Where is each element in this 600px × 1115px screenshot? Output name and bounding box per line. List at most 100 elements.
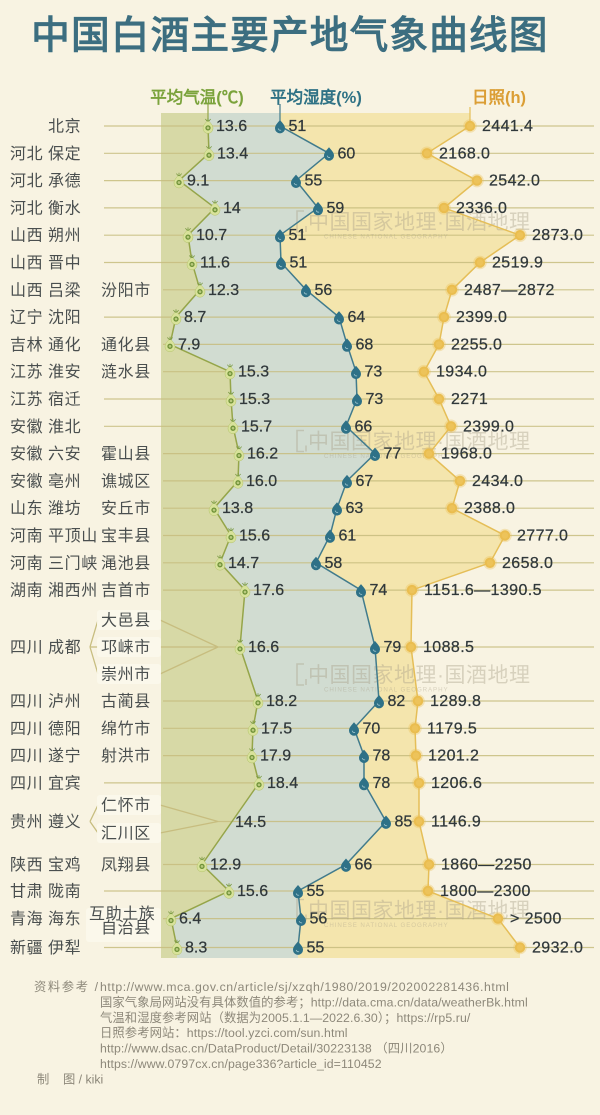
svg-text:74: 74 [370,582,388,599]
svg-text:58: 58 [325,555,343,572]
svg-text:辽宁: 辽宁 [10,309,43,327]
svg-text:15.6: 15.6 [239,528,270,545]
svg-text:通化: 通化 [48,336,81,354]
svg-text:15.3: 15.3 [238,364,269,381]
svg-text:四川: 四川 [10,640,43,657]
svg-text:18.4: 18.4 [267,775,298,792]
svg-text:1800—2300: 1800—2300 [440,883,531,900]
svg-text:1206.6: 1206.6 [431,775,482,792]
svg-text:https://www.0797cx.cn/page336?: https://www.0797cx.cn/page336?article_id… [100,1057,382,1071]
svg-text:安丘市: 安丘市 [101,500,151,518]
svg-text:江苏: 江苏 [10,391,43,409]
svg-text:汇川区: 汇川区 [101,825,151,843]
svg-text:67: 67 [356,473,374,490]
svg-text:古蔺县: 古蔺县 [101,693,151,711]
svg-text:泸州: 泸州 [48,693,81,711]
svg-text:保定: 保定 [48,145,81,163]
svg-text:山东: 山东 [10,500,43,518]
svg-text:73: 73 [366,391,384,408]
svg-text:7.9: 7.9 [178,336,200,353]
svg-text:霍山县: 霍山县 [101,445,151,463]
svg-text:2434.0: 2434.0 [472,473,523,490]
svg-text:14.7: 14.7 [228,555,259,572]
svg-text:成都: 成都 [48,639,81,657]
svg-text:四川: 四川 [10,694,43,711]
svg-text:河北: 河北 [10,172,43,190]
svg-text:2487—2872: 2487—2872 [464,282,555,299]
svg-text:9.1: 9.1 [187,173,209,190]
svg-text:贵州: 贵州 [10,813,43,831]
svg-text:宜宾: 宜宾 [48,774,81,792]
svg-text:66: 66 [355,418,373,435]
svg-text:遵义: 遵义 [48,812,81,831]
svg-text:2399.0: 2399.0 [463,418,514,435]
svg-text:淮安: 淮安 [48,363,81,381]
svg-text:79: 79 [384,639,402,656]
svg-text:51: 51 [289,118,307,135]
svg-text:陇南: 陇南 [48,883,81,901]
svg-text:13.8: 13.8 [222,500,253,517]
svg-text:通化县: 通化县 [101,336,151,354]
svg-text:55: 55 [307,940,325,957]
svg-text:凤翔县: 凤翔县 [101,856,151,874]
svg-text:2399.0: 2399.0 [456,309,507,326]
svg-text:1934.0: 1934.0 [436,364,487,381]
svg-text:安徽: 安徽 [10,445,43,463]
svg-text:四川: 四川 [10,748,43,765]
svg-text:潍坊: 潍坊 [48,500,81,518]
svg-text:56: 56 [315,282,333,299]
svg-text:61: 61 [339,528,357,545]
svg-text:1289.8: 1289.8 [430,693,481,710]
svg-text:江苏: 江苏 [10,363,43,381]
svg-text:河北: 河北 [10,145,43,163]
svg-text:6.4: 6.4 [179,911,201,928]
svg-text:55: 55 [305,173,323,190]
svg-text:51: 51 [290,255,308,272]
svg-text:51: 51 [289,227,307,244]
svg-text:15.7: 15.7 [241,418,272,435]
svg-text:1968.0: 1968.0 [441,446,492,463]
svg-text:63: 63 [346,500,364,517]
svg-text:宿迁: 宿迁 [48,391,81,409]
svg-text:淮北: 淮北 [48,418,81,436]
svg-text:2519.9: 2519.9 [492,255,543,272]
svg-text:日照参考网站：https://tool.yzci.com/s: 日照参考网站：https://tool.yzci.com/sun.html [100,1025,348,1040]
svg-text:渑池县: 渑池县 [101,554,151,572]
svg-text:四川: 四川 [10,721,43,738]
svg-text:伊犁: 伊犁 [48,939,81,957]
svg-text:国家气象局网站没有具体数值的参考；http://data.c: 国家气象局网站没有具体数值的参考；http://data.cma.cn/data… [100,994,528,1009]
svg-text:2873.0: 2873.0 [532,227,583,244]
svg-text:8.7: 8.7 [184,309,206,326]
svg-text:安徽: 安徽 [10,418,43,436]
svg-text:沈阳: 沈阳 [48,309,81,327]
svg-text:2168.0: 2168.0 [439,145,490,162]
svg-text:2658.0: 2658.0 [502,555,553,572]
svg-text:64: 64 [348,309,366,326]
svg-text:1201.2: 1201.2 [428,748,479,765]
svg-text:衡水: 衡水 [48,199,81,217]
svg-text:14.5: 14.5 [235,814,266,831]
svg-text:平均湿度(%): 平均湿度(%) [270,87,362,107]
svg-text:82: 82 [388,693,406,710]
svg-text:甘肃: 甘肃 [10,883,43,901]
svg-text:2271: 2271 [451,391,488,408]
svg-text:吉林: 吉林 [10,336,43,354]
svg-text:66: 66 [355,857,373,874]
svg-text:73: 73 [365,364,383,381]
svg-text:遂宁: 遂宁 [48,747,81,765]
svg-text:78: 78 [373,748,391,765]
svg-text:17.6: 17.6 [253,582,284,599]
svg-text:56: 56 [310,911,328,928]
svg-text:山西: 山西 [10,254,43,272]
svg-text:55: 55 [307,883,325,900]
svg-text:宝丰县: 宝丰县 [101,527,151,545]
svg-text:承德: 承德 [48,172,81,190]
svg-text:68: 68 [356,336,374,353]
svg-text:13.6: 13.6 [216,118,247,135]
svg-text:德阳: 德阳 [48,720,81,738]
svg-text:2542.0: 2542.0 [489,173,540,190]
svg-text:涟水县: 涟水县 [101,363,151,381]
svg-text:湘西州: 湘西州 [48,582,98,600]
svg-text:绵竹市: 绵竹市 [101,720,151,738]
svg-text:8.3: 8.3 [185,940,207,957]
